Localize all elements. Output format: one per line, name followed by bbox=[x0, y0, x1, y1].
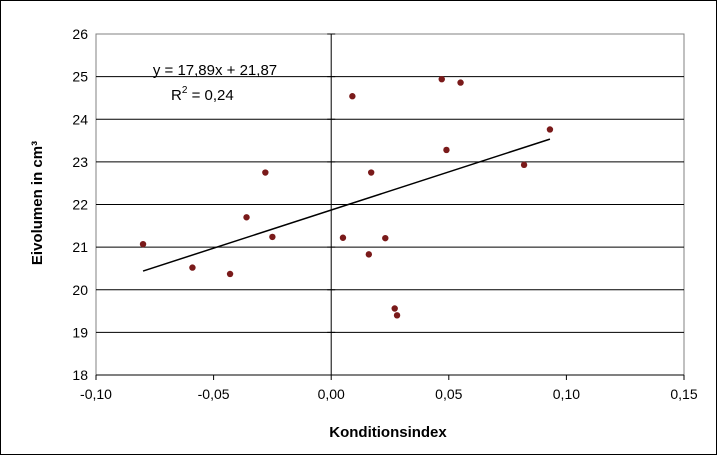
x-tick-label: 0,05 bbox=[435, 386, 462, 402]
x-tick-label: -0,10 bbox=[80, 386, 112, 402]
y-tick-label: 19 bbox=[72, 324, 88, 340]
data-point bbox=[393, 312, 401, 319]
data-point bbox=[438, 75, 445, 83]
data-point bbox=[520, 161, 528, 169]
trendline-equation: y = 17,89x + 21,87 bbox=[153, 62, 277, 79]
y-tick-labels: 18 19 20 21 22 23 24 25 26 bbox=[72, 26, 88, 383]
y-tick-label: 22 bbox=[72, 197, 88, 213]
x-tick-label: 0,10 bbox=[553, 386, 580, 402]
x-tick-labels: -0,10 -0,05 0,00 0,05 0,10 0,15 bbox=[80, 386, 698, 402]
data-point bbox=[139, 240, 147, 248]
y-tick-label: 18 bbox=[72, 367, 88, 383]
data-point bbox=[457, 79, 464, 86]
data-point bbox=[365, 251, 373, 258]
y-tick-label: 26 bbox=[72, 26, 88, 42]
data-point bbox=[243, 214, 250, 221]
x-tick-label: 0,15 bbox=[670, 386, 697, 402]
x-axis-title: Konditionsindex bbox=[329, 424, 447, 441]
y-tick-label: 25 bbox=[72, 69, 88, 85]
r-squared-exponent: 2 bbox=[182, 85, 188, 96]
r-squared-label: R2 = 0,24 bbox=[171, 85, 234, 104]
data-point bbox=[339, 234, 347, 241]
data-point bbox=[367, 169, 375, 176]
trendline bbox=[142, 138, 551, 272]
data-point bbox=[546, 126, 554, 133]
data-point bbox=[262, 169, 269, 176]
grid-lines bbox=[96, 76, 684, 333]
r-squared-prefix: R bbox=[171, 87, 182, 104]
y-tick-label: 24 bbox=[72, 111, 88, 127]
data-point bbox=[269, 233, 276, 241]
r-squared-value: = 0,24 bbox=[187, 87, 233, 104]
y-axis-title: Eivolumen in cm³ bbox=[29, 141, 46, 265]
data-point bbox=[349, 93, 356, 100]
data-point bbox=[382, 234, 389, 242]
data-points bbox=[139, 75, 554, 319]
y-tick-label: 23 bbox=[72, 154, 88, 170]
x-tick-label: 0,00 bbox=[318, 386, 345, 402]
y-tick-label: 20 bbox=[72, 282, 88, 298]
data-point bbox=[226, 270, 234, 278]
axes bbox=[95, 33, 685, 380]
data-point bbox=[189, 264, 196, 271]
data-point bbox=[391, 305, 398, 312]
data-point bbox=[443, 146, 450, 154]
x-tick-label: -0,05 bbox=[198, 386, 230, 402]
y-tick-label: 21 bbox=[72, 239, 88, 255]
